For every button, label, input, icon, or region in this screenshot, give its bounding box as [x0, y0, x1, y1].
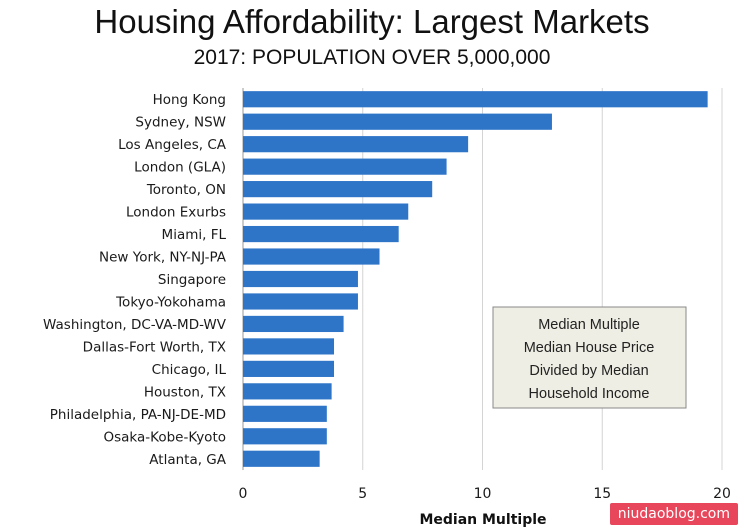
- x-tick-labels: 0 5 10 15 20: [239, 486, 731, 502]
- category-label: Los Angeles, CA: [118, 137, 227, 153]
- category-label: Chicago, IL: [152, 362, 227, 378]
- bar: [243, 270, 358, 288]
- bar: [243, 405, 327, 422]
- x-tick-label: 10: [474, 486, 492, 502]
- category-label: Osaka-Kobe-Kyoto: [103, 429, 226, 445]
- category-label: Dallas-Fort Worth, TX: [83, 339, 226, 355]
- category-label: Tokyo-Yokohama: [115, 294, 226, 310]
- bar: [243, 315, 344, 333]
- category-label: Sydney, NSW: [135, 115, 226, 131]
- bar: [243, 203, 409, 220]
- chart-title: Housing Affordability: Largest Markets: [94, 3, 649, 40]
- category-label: Toronto, ON: [146, 182, 226, 198]
- category-label: Hong Kong: [153, 92, 226, 108]
- category-label: Philadelphia, PA-NJ-DE-MD: [50, 407, 226, 423]
- bar: [243, 248, 380, 265]
- bar: [243, 338, 335, 355]
- bar: [243, 225, 399, 243]
- chart-subtitle: 2017: POPULATION OVER 5,000,000: [194, 46, 551, 69]
- category-label: London Exurbs: [126, 205, 226, 221]
- bar: [243, 91, 708, 108]
- category-label: Singapore: [158, 272, 226, 288]
- bar: [243, 360, 335, 377]
- bar: [243, 293, 358, 310]
- category-labels: Hong Kong Sydney, NSW Los Angeles, CA Londo…: [43, 92, 227, 468]
- annotation-line: Median House Price: [524, 340, 655, 356]
- category-label: London (GLA): [134, 160, 226, 176]
- annotation-line: Divided by Median: [529, 363, 648, 379]
- category-label: Miami, FL: [162, 227, 227, 243]
- watermark: niudaoblog.com: [609, 503, 738, 525]
- category-label: Houston, TX: [144, 384, 226, 400]
- x-tick-label: 20: [713, 486, 731, 502]
- bars: [243, 91, 708, 467]
- annotation-line: Household Income: [529, 386, 650, 402]
- category-label: Atlanta, GA: [149, 452, 226, 468]
- bar: [243, 181, 433, 198]
- annotation-line: Median Multiple: [538, 317, 640, 333]
- bar: [243, 113, 552, 130]
- category-label: New York, NY-NJ-PA: [99, 250, 227, 266]
- x-axis-title: Median Multiple: [419, 512, 546, 528]
- annotation-box: Median Multiple Median House Price Divided…: [492, 306, 687, 409]
- x-tick-label: 0: [239, 486, 248, 502]
- bar: [243, 383, 332, 400]
- bar: [243, 136, 469, 153]
- x-tick-label: 5: [358, 486, 367, 502]
- bar: [243, 158, 447, 175]
- category-label: Washington, DC-VA-MD-WV: [43, 317, 227, 333]
- bar: [243, 450, 320, 467]
- x-tick-label: 15: [593, 486, 611, 502]
- annotation-box-frame: [492, 306, 687, 409]
- bar: [243, 428, 327, 445]
